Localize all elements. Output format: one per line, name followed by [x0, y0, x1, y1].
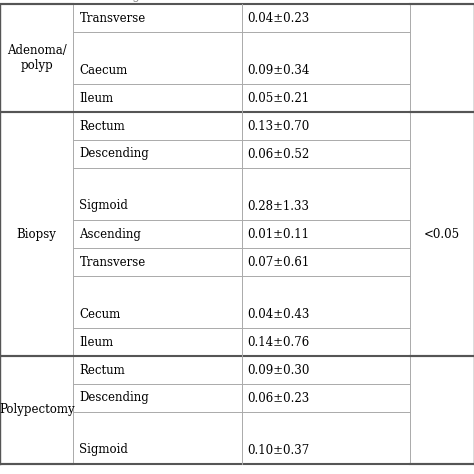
- Text: 0.10±0.37: 0.10±0.37: [248, 444, 310, 456]
- Text: 0.14±0.76: 0.14±0.76: [248, 336, 310, 348]
- Text: Sigmoid: Sigmoid: [80, 200, 128, 212]
- Text: 0.09±0.30: 0.09±0.30: [248, 364, 310, 376]
- Text: <0.05: <0.05: [424, 228, 460, 240]
- Text: 0.13±0.70: 0.13±0.70: [248, 119, 310, 133]
- Text: 0.06±0.52: 0.06±0.52: [248, 147, 310, 161]
- Text: 0.06±0.23: 0.06±0.23: [248, 392, 310, 404]
- Text: Transverse: Transverse: [80, 255, 146, 268]
- Text: Descending: Descending: [80, 147, 149, 161]
- Text: Transverse: Transverse: [80, 11, 146, 25]
- Text: Ascending: Ascending: [80, 228, 141, 240]
- Text: Caecum: Caecum: [80, 64, 128, 76]
- Text: 0.07±0.61: 0.07±0.61: [248, 255, 310, 268]
- Text: 0.05±0.21: 0.05±0.21: [248, 91, 310, 104]
- Text: Ileum: Ileum: [80, 91, 114, 104]
- Text: Adenoma/
polyp: Adenoma/ polyp: [7, 44, 67, 72]
- Text: ns: ns: [415, 0, 428, 1]
- Text: 0.01±0.11: 0.01±0.11: [248, 228, 310, 240]
- Text: Descending: Descending: [80, 392, 149, 404]
- Text: Sigmoid: Sigmoid: [80, 444, 128, 456]
- Text: 1.11 ± 1.11: 1.11 ± 1.11: [247, 0, 316, 1]
- Text: Rectum: Rectum: [80, 364, 125, 376]
- Text: 0.04±0.43: 0.04±0.43: [248, 308, 310, 320]
- Text: Polypectomy: Polypectomy: [0, 403, 74, 417]
- Text: 0.04±0.23: 0.04±0.23: [248, 11, 310, 25]
- Text: Rectum: Rectum: [80, 119, 125, 133]
- Text: 0.09±0.34: 0.09±0.34: [248, 64, 310, 76]
- Text: Cecum: Cecum: [80, 308, 121, 320]
- Text: Ascending: Ascending: [79, 0, 140, 1]
- Text: Biopsy: Biopsy: [17, 228, 57, 240]
- Text: 0.28±1.33: 0.28±1.33: [248, 200, 310, 212]
- Text: Ileum: Ileum: [80, 336, 114, 348]
